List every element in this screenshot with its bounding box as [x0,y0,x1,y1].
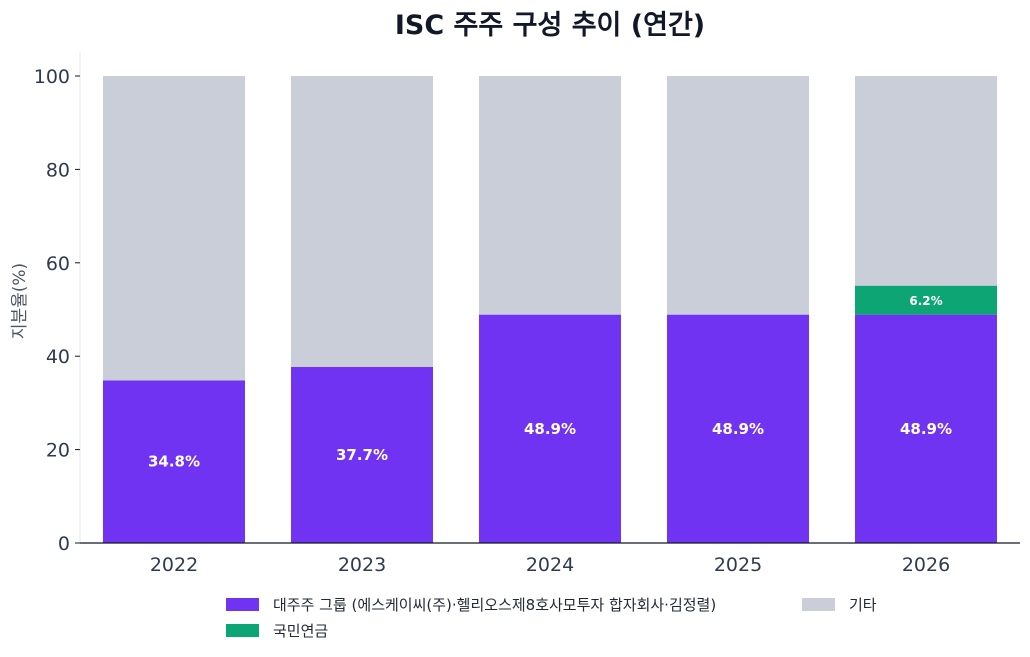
bar-value-label-2023-series-0: 37.7% [336,446,388,464]
legend-label-1: 국민연금 [273,622,328,640]
y-tick-label-100: 100 [34,66,70,88]
bar-2025-series-2 [667,76,809,315]
legend-swatch-0 [226,598,259,611]
axes-layer: 2022 2023 2024 2025 2026 0 20 40 60 80 100 [34,52,1020,576]
chart-title: ISC 주주 구성 추이 (연간) [395,10,705,41]
bar-value-label-2026-series-1: 6.2% [909,294,942,308]
bar-2025-series-0 [667,314,809,543]
legend-swatch-1 [226,624,259,637]
x-tick-label-2024: 2024 [526,554,574,576]
y-tick-label-80: 80 [46,159,70,181]
bar-2023-series-0 [291,366,433,543]
x-tick-label-2025: 2025 [714,554,762,576]
y-tick-label-0: 0 [58,533,70,555]
legend-swatch-2 [802,598,835,611]
bar-2026-series-1 [855,285,997,315]
bar-value-label-2026-series-0: 48.9% [900,420,952,438]
bars-layer [103,76,997,543]
x-tick-label-2026: 2026 [902,554,950,576]
y-axis-label: 지분율(%) [10,263,30,339]
bar-value-label-2025-series-0: 48.9% [712,420,764,438]
bar-value-label-2022-series-0: 34.8% [148,453,200,471]
legend: 대주주 그룹 (에스케이씨(주)·헬리오스제8호사모투자 합자회사·김정렬) 국민… [226,596,877,640]
bar-2023-series-2 [291,76,433,367]
x-tick-label-2022: 2022 [150,554,198,576]
legend-label-2: 기타 [849,596,877,614]
bar-labels-layer: 34.8% 37.7% 48.9% 48.9% 48.9% 6.2% [148,294,952,471]
y-tick-label-40: 40 [46,346,70,368]
bar-2026-series-2 [855,76,997,286]
bar-2022-series-0 [103,380,245,543]
legend-label-0: 대주주 그룹 (에스케이씨(주)·헬리오스제8호사모투자 합자회사·김정렬) [273,596,716,614]
bar-2024-series-2 [479,76,621,315]
y-tick-label-20: 20 [46,440,70,462]
bar-value-label-2024-series-0: 48.9% [524,420,576,438]
bar-2022-series-2 [103,76,245,381]
y-tick-label-60: 60 [46,253,70,275]
x-tick-label-2023: 2023 [338,554,386,576]
bar-2024-series-0 [479,314,621,543]
bar-2026-series-0 [855,314,997,543]
